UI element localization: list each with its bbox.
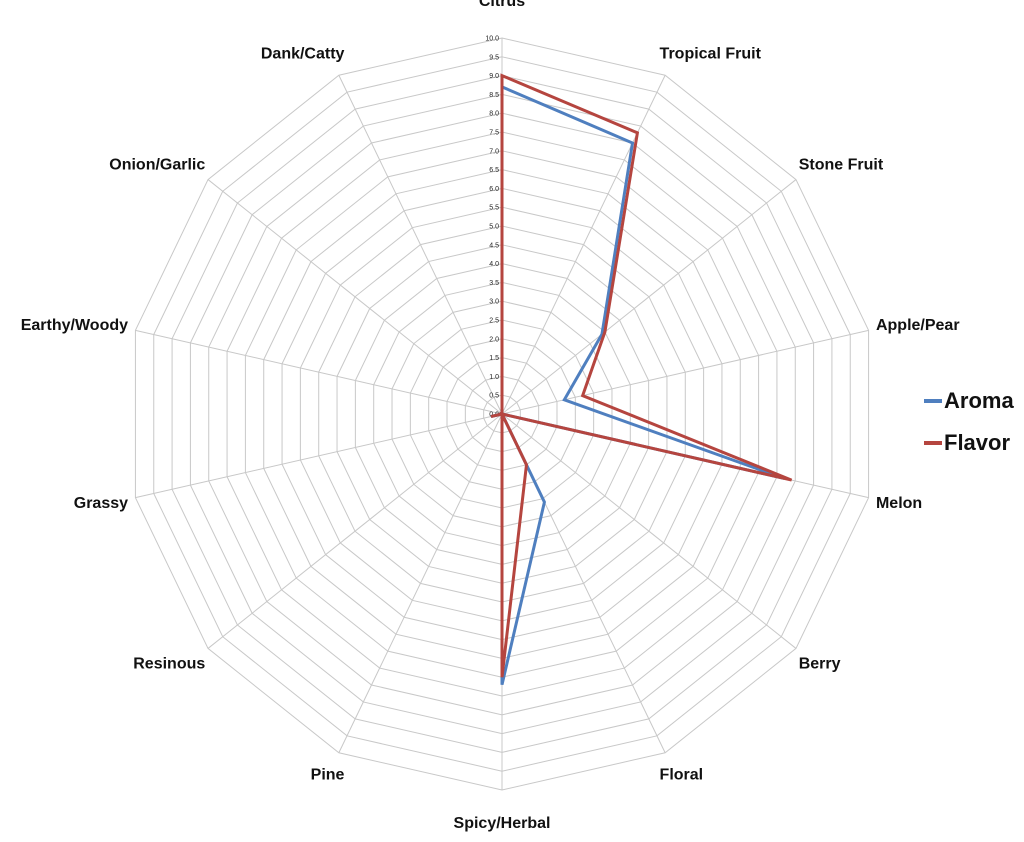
category-label: Earthy/Woody [21, 317, 128, 334]
tick-label: 9.5 [489, 54, 499, 61]
tick-label: 7.5 [489, 130, 499, 137]
legend-swatch-flavor [924, 441, 942, 445]
legend: Aroma Flavor [924, 380, 1014, 464]
tick-label: 5.0 [489, 224, 499, 231]
category-label: Grassy [74, 495, 128, 512]
tick-label: 2.5 [489, 318, 499, 325]
tick-label: 3.5 [489, 280, 499, 287]
category-label: Resinous [133, 655, 205, 672]
legend-swatch-aroma [924, 399, 942, 403]
tick-label: 0.5 [489, 393, 499, 400]
category-label: Berry [799, 655, 841, 672]
category-label: Floral [660, 766, 704, 783]
tick-label: 4.5 [489, 242, 499, 249]
tick-label: 4.0 [489, 261, 499, 268]
legend-item-aroma: Aroma [924, 380, 1014, 422]
category-label: Pine [311, 766, 345, 783]
tick-label: 5.5 [489, 205, 499, 212]
category-label: Stone Fruit [799, 157, 884, 174]
category-label: Spicy/Herbal [454, 815, 551, 832]
tick-label: 9.0 [489, 73, 499, 80]
grid-spoke [135, 413, 503, 499]
tick-label: 2.0 [489, 336, 499, 343]
tick-label: 1.5 [489, 355, 499, 362]
grid-spoke [207, 179, 503, 415]
legend-label-flavor: Flavor [944, 430, 1011, 455]
tick-label: 10.0 [485, 36, 499, 43]
tick-label: 8.0 [489, 111, 499, 118]
category-label: Onion/Garlic [109, 157, 205, 174]
category-label: Apple/Pear [876, 317, 960, 334]
grid-spoke [135, 329, 503, 415]
grid-spoke [338, 413, 503, 753]
legend-label-aroma: Aroma [944, 388, 1014, 413]
grid-spoke [207, 413, 503, 649]
tick-label: 7.0 [489, 148, 499, 155]
tick-label: 6.5 [489, 167, 499, 174]
category-label: Dank/Catty [261, 46, 345, 63]
tick-label: 1.0 [489, 374, 499, 381]
category-label: Citrus [479, 0, 525, 10]
grid-spoke [501, 413, 797, 649]
grid-spoke [338, 75, 503, 415]
tick-label: 8.5 [489, 92, 499, 99]
grid-spoke [501, 179, 797, 415]
series-line-flavor [490, 73, 793, 678]
category-label: Melon [876, 495, 922, 512]
legend-item-flavor: Flavor [924, 422, 1014, 464]
tick-label: 3.0 [489, 299, 499, 306]
tick-label: 6.0 [489, 186, 499, 193]
category-label: Tropical Fruit [660, 46, 762, 63]
